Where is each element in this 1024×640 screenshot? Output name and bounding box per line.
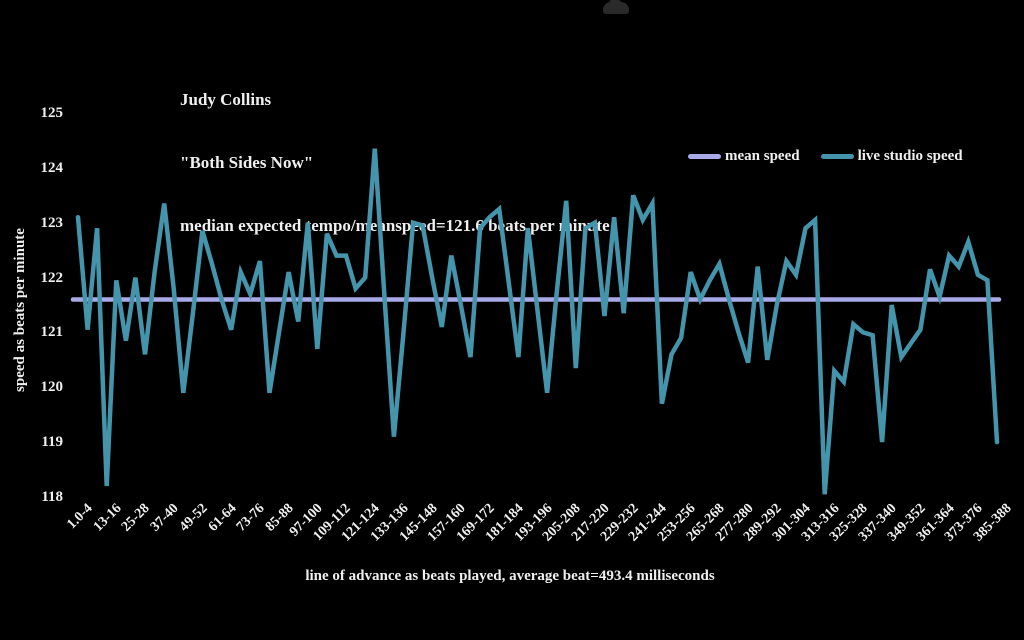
- live-studio-speed-legend-label: live studio speed: [857, 147, 963, 164]
- y-tick-label: 120: [40, 379, 64, 396]
- y-tick-label: 125: [40, 105, 64, 121]
- y-tick-label: 122: [40, 269, 64, 286]
- y-tick-label: 118: [41, 489, 63, 505]
- cloud-icon: [603, 0, 629, 14]
- y-tick-label: 124: [40, 159, 64, 176]
- live-studio-speed-line: [75, 148, 1000, 495]
- legend: mean speed live studio speed: [688, 147, 963, 165]
- y-tick-label: 123: [40, 214, 64, 231]
- y-tick-label: 121: [40, 324, 64, 341]
- mean-speed-legend-label: mean speed: [725, 147, 800, 164]
- y-tick-label: 119: [41, 434, 63, 451]
- title-line-song: "Both Sides Now": [180, 153, 314, 172]
- live-studio-speed-legend-swatch: [820, 153, 854, 159]
- x-axis-label: line of advance as beats played, average…: [305, 568, 715, 584]
- title-line-artist: Judy Collins: [180, 90, 272, 109]
- chart-title: Judy Collins "Both Sides Now" median exp…: [180, 47, 610, 278]
- mean-speed-legend-swatch: [688, 153, 721, 159]
